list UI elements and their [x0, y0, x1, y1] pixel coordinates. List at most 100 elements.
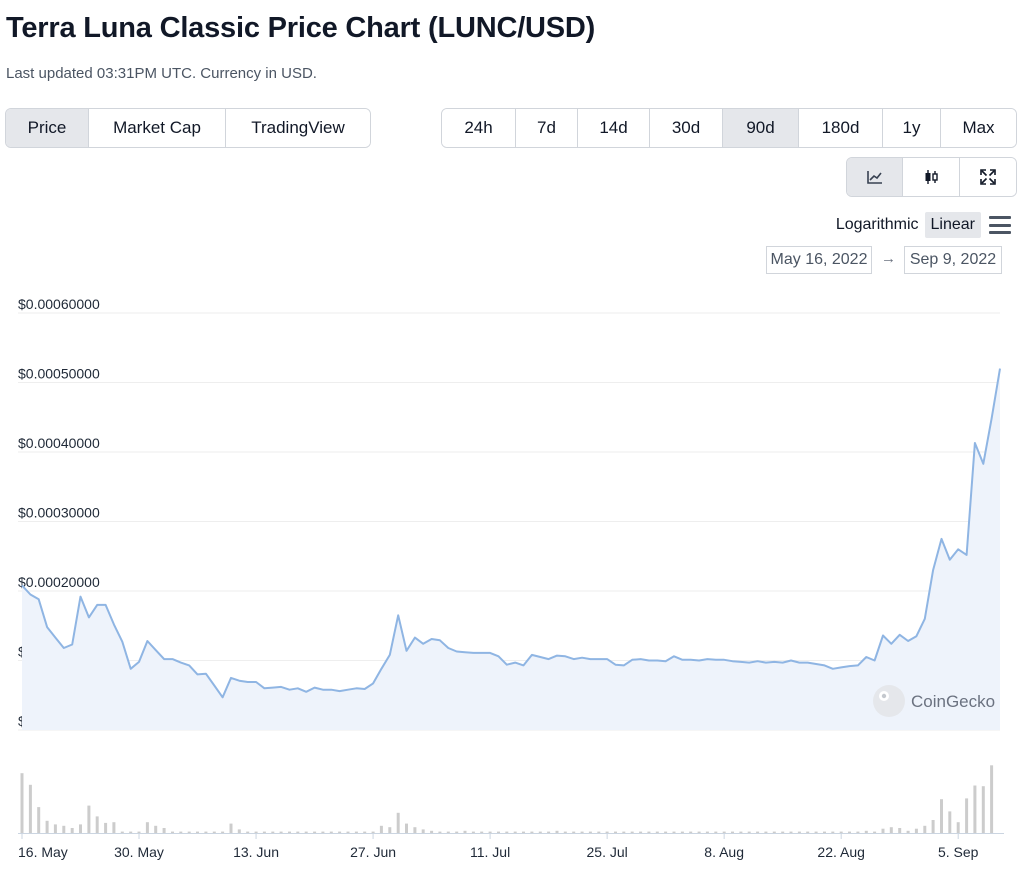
volume-bar [705, 831, 709, 833]
logarithmic-option[interactable]: Logarithmic [835, 216, 919, 233]
volume-bar [104, 822, 108, 833]
volume-bar [739, 831, 743, 833]
tab-range-24h[interactable]: 24h [442, 109, 516, 147]
volume-bar [246, 831, 250, 833]
candlestick-button[interactable] [903, 158, 960, 196]
volume-bar [940, 799, 943, 833]
volume-bar [346, 831, 350, 833]
volume-bar [772, 831, 776, 833]
volume-bar [262, 831, 266, 833]
tab-range-7d[interactable]: 7d [516, 109, 578, 147]
volume-bar [279, 831, 283, 833]
volume-bar [722, 831, 726, 833]
fullscreen-button[interactable] [959, 158, 1016, 196]
tab-range-30d[interactable]: 30d [650, 109, 723, 147]
tab-price[interactable]: Price [6, 109, 89, 147]
volume-bar [196, 831, 199, 833]
volume-bar [672, 831, 676, 833]
date-to-input[interactable]: Sep 9, 2022 [904, 246, 1002, 274]
tab-market-cap[interactable]: Market Cap [89, 109, 226, 147]
volume-bar [555, 830, 559, 833]
volume-bar [405, 823, 408, 833]
volume-bar [731, 831, 734, 833]
candlestick-icon [925, 170, 938, 184]
volume-bar [488, 831, 492, 833]
line-chart-button[interactable] [847, 158, 904, 196]
watermark-text: CoinGecko [911, 692, 995, 711]
volume-bar [321, 831, 325, 833]
volume-bar [572, 831, 576, 833]
tab-range-180d[interactable]: 180d [799, 109, 883, 147]
volume-bar [162, 828, 166, 833]
y-tick-label: $0.00020000 [18, 574, 100, 590]
volume-bar [848, 831, 851, 833]
volume-bar [864, 830, 868, 833]
volume-bar [296, 831, 300, 833]
volume-bar [221, 831, 225, 833]
linear-option[interactable]: Linear [924, 212, 981, 238]
volume-bar [563, 831, 567, 833]
volume-bar [639, 831, 643, 833]
volume-bar [421, 829, 425, 833]
y-tick-label: $0.00050000 [18, 366, 100, 382]
volume-bar [212, 831, 216, 833]
volume-bar [630, 831, 634, 833]
volume-bar [171, 831, 174, 833]
x-tick-label: 30. May [114, 844, 164, 860]
volume-bar [680, 831, 684, 833]
volume-bar [187, 831, 191, 833]
volume-bar [881, 828, 885, 833]
volume-bar [271, 831, 275, 833]
price-chart: $0.00060000 $0.00050000 $0.00040000 $0.0003… [18, 296, 1004, 860]
y-tick-label: $0.00030000 [18, 505, 100, 521]
volume-bar [53, 824, 57, 833]
volume-bar [898, 828, 902, 833]
volume-bar [79, 824, 82, 833]
volume-bar [505, 831, 509, 833]
volume-bar [179, 831, 183, 833]
date-from-input[interactable]: May 16, 2022 [766, 246, 872, 274]
volume-bar [70, 828, 74, 833]
page-title: Terra Luna Classic Price Chart (LUNC/USD… [6, 12, 596, 44]
volume-bar [756, 831, 760, 833]
volume-bar [338, 831, 342, 833]
volume-bar [831, 831, 835, 833]
volume-bar [471, 831, 475, 833]
volume-bar [973, 785, 977, 833]
tab-tradingview[interactable]: TradingView [226, 109, 370, 147]
volume-bar [965, 798, 969, 833]
volume-bar [62, 825, 66, 833]
volume-bar [480, 831, 484, 833]
volume-bar [931, 820, 935, 833]
volume-bar [914, 828, 918, 833]
volume-bar [689, 831, 693, 833]
volume-bar [664, 831, 668, 833]
volume-bar [371, 831, 375, 833]
volume-bar [145, 822, 149, 833]
x-tick-label: 8. Aug [704, 844, 744, 860]
tab-range-90d[interactable]: 90d [723, 109, 799, 147]
coingecko-logo-pupil [881, 693, 887, 699]
tab-range-1y[interactable]: 1y [883, 109, 941, 147]
tab-range-14d[interactable]: 14d [578, 109, 650, 147]
volume-bar [597, 831, 601, 833]
menu-icon[interactable] [989, 216, 1011, 234]
volume-bar [112, 822, 116, 833]
volume-bar [129, 831, 133, 833]
volume-bar [254, 831, 258, 833]
volume-bar [538, 831, 542, 833]
volume-bar [438, 831, 442, 833]
x-tick-label: 16. May [18, 844, 68, 860]
volume-bar [463, 830, 467, 833]
chart-type-tab-group [846, 157, 1017, 197]
view-tab-group: Price Market Cap TradingView [5, 108, 371, 148]
volume-bar [329, 831, 333, 833]
time-range-tab-group: 24h 7d 14d 30d 90d 180d 1y Max [441, 108, 1017, 148]
tab-range-max[interactable]: Max [941, 109, 1016, 147]
volume-bar [530, 831, 534, 833]
volume-bar [948, 811, 952, 833]
volume-bar [45, 820, 49, 833]
volume-bar [647, 831, 651, 833]
date-range-picker: May 16, 2022 → Sep 9, 2022 [760, 246, 1017, 274]
volume-bar [313, 831, 317, 833]
